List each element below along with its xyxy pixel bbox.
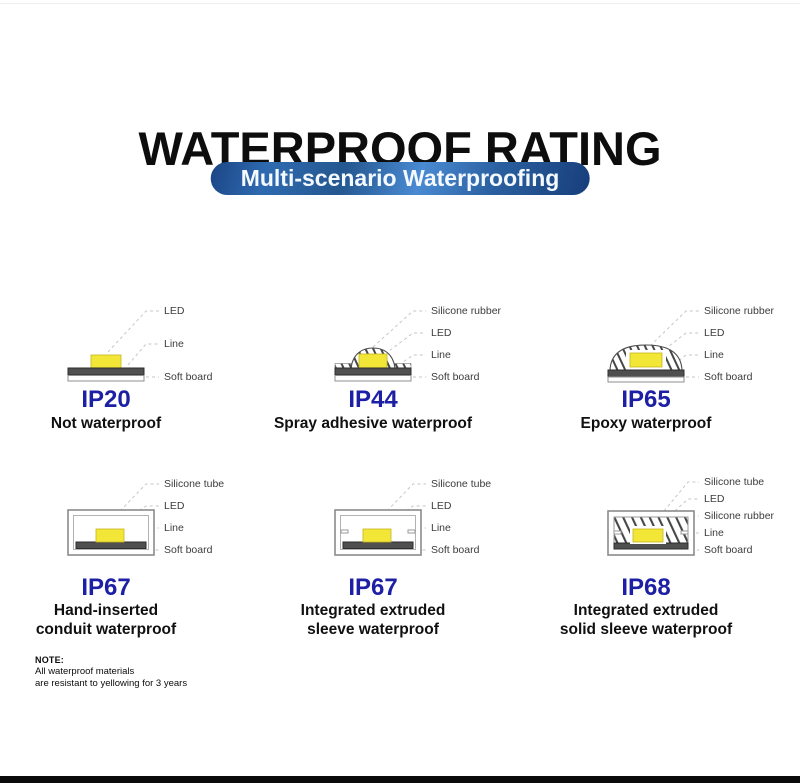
part-label: Silicone rubber: [704, 305, 775, 317]
subtitle-banner: Multi-scenario Waterproofing: [210, 162, 590, 195]
note-block: NOTE: All waterproof materials are resis…: [35, 655, 187, 690]
ip-caption: Not waterproof: [50, 415, 162, 432]
ip-rating: IP67: [81, 574, 131, 601]
ip-caption: Spray adhesive waterproof: [273, 415, 473, 432]
ip-rating: IP65: [621, 386, 671, 413]
ip-card-ip65: Silicone rubber LED Line Soft board IP65…: [580, 292, 800, 442]
ip-rating: IP44: [348, 386, 398, 413]
strip-diagram-conduit: [67, 483, 159, 556]
part-label: Soft board: [431, 371, 480, 383]
part-label: LED: [431, 500, 452, 512]
ip-rating: IP67: [348, 574, 398, 601]
ip-card-ip20: LED Line Soft board IP20 Not waterproof: [40, 292, 290, 442]
part-label: Silicone tube: [704, 476, 765, 488]
part-label: LED: [704, 327, 725, 339]
part-label: LED: [164, 500, 185, 512]
part-label: Soft board: [431, 544, 480, 556]
strip-diagram-not-waterproof: [67, 310, 159, 382]
bottom-bar: [0, 776, 800, 783]
note-text: All waterproof materials are resistant t…: [35, 666, 188, 689]
part-label: Soft board: [704, 371, 753, 383]
ip-caption: Hand-inserted conduit waterproof: [35, 602, 177, 638]
part-label: LED: [704, 493, 725, 505]
ip-rating: IP68: [621, 574, 671, 601]
part-label: Line: [164, 338, 184, 350]
ip-caption: Integrated extruded solid sleeve waterpr…: [559, 602, 733, 638]
part-label: Silicone rubber: [431, 305, 502, 317]
strip-diagram-sleeve: [334, 483, 426, 556]
part-label: Line: [704, 527, 724, 539]
part-label: Soft board: [164, 371, 213, 383]
ip-card-ip67-sleeve: Silicone tube LED Line Soft board IP67 I…: [301, 465, 557, 650]
part-label: Line: [431, 522, 451, 534]
part-label: LED: [431, 327, 452, 339]
part-label: Line: [164, 522, 184, 534]
note-heading: NOTE:: [35, 655, 64, 665]
ip-card-ip68: Silicone tube LED Silicone rubber Line S…: [560, 465, 800, 650]
ip-caption: Epoxy waterproof: [580, 415, 712, 432]
strip-diagram-epoxy: [607, 310, 699, 383]
part-label: Silicone tube: [164, 478, 225, 490]
part-label: Soft board: [164, 544, 213, 556]
part-label: Silicone rubber: [704, 510, 775, 522]
ip-caption: Integrated extruded sleeve waterproof: [300, 602, 446, 638]
ip-card-ip44: Silicone rubber LED Line Soft board IP44…: [274, 292, 557, 442]
part-label: Line: [704, 349, 724, 361]
top-hairline: [0, 3, 800, 4]
ip-card-ip67-conduit: Silicone tube LED Line Soft board IP67 H…: [36, 465, 290, 650]
part-label: Soft board: [704, 544, 753, 556]
part-label: Line: [431, 349, 451, 361]
strip-diagram-solid-sleeve: [607, 481, 699, 556]
strip-diagram-spray-adhesive: [334, 310, 426, 382]
ip-rating: IP20: [81, 386, 131, 413]
part-label: Silicone tube: [431, 478, 492, 490]
part-label: LED: [164, 305, 185, 317]
